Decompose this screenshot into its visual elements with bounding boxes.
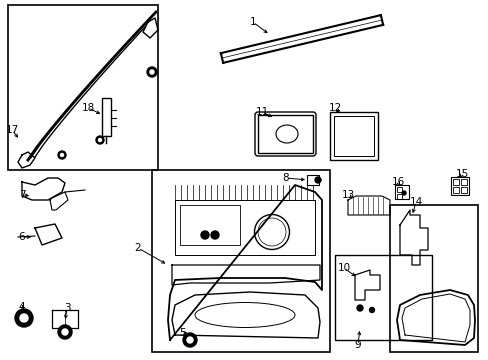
Circle shape (147, 67, 157, 77)
Circle shape (20, 314, 28, 322)
Text: 7: 7 (19, 190, 25, 200)
Bar (306, 175, 318, 185)
Bar (460, 179, 466, 185)
Bar (334, 255, 431, 340)
Circle shape (96, 136, 104, 144)
Text: 4: 4 (19, 302, 25, 312)
Bar (450, 177, 468, 195)
Text: 6: 6 (19, 232, 25, 242)
Text: 16: 16 (390, 177, 404, 187)
Text: 9: 9 (354, 340, 361, 350)
Bar (460, 187, 466, 193)
Text: 5: 5 (178, 328, 185, 338)
Bar (102, 98, 111, 136)
Bar (8, 5, 158, 170)
Bar (396, 187, 401, 192)
Text: 10: 10 (337, 263, 350, 273)
Text: 17: 17 (5, 125, 19, 135)
Bar (175, 200, 314, 255)
Text: 13: 13 (341, 190, 354, 200)
Circle shape (150, 70, 154, 74)
Circle shape (98, 139, 102, 141)
Text: 14: 14 (408, 197, 422, 207)
Bar (394, 185, 408, 199)
Circle shape (58, 151, 66, 159)
Circle shape (401, 191, 405, 195)
Bar (258, 115, 312, 153)
Circle shape (210, 231, 219, 239)
Text: 11: 11 (255, 107, 268, 117)
Text: 2: 2 (134, 243, 141, 253)
Bar (452, 187, 458, 193)
Bar (333, 116, 373, 156)
Bar (152, 170, 329, 352)
Bar (452, 179, 458, 185)
Circle shape (186, 337, 193, 343)
Circle shape (61, 153, 63, 157)
Circle shape (369, 307, 374, 312)
Bar (180, 205, 240, 245)
Text: 3: 3 (63, 303, 70, 313)
Circle shape (356, 305, 362, 311)
Text: 8: 8 (282, 173, 289, 183)
Circle shape (62, 329, 68, 335)
Circle shape (58, 325, 72, 339)
Text: 12: 12 (328, 103, 341, 113)
Bar (329, 112, 377, 160)
Circle shape (15, 309, 33, 327)
Circle shape (183, 333, 197, 347)
Circle shape (201, 231, 208, 239)
Bar (389, 205, 477, 352)
Text: 15: 15 (454, 169, 468, 179)
Text: 1: 1 (249, 17, 256, 27)
Text: 18: 18 (81, 103, 95, 113)
Bar (396, 194, 401, 199)
Circle shape (314, 177, 320, 183)
